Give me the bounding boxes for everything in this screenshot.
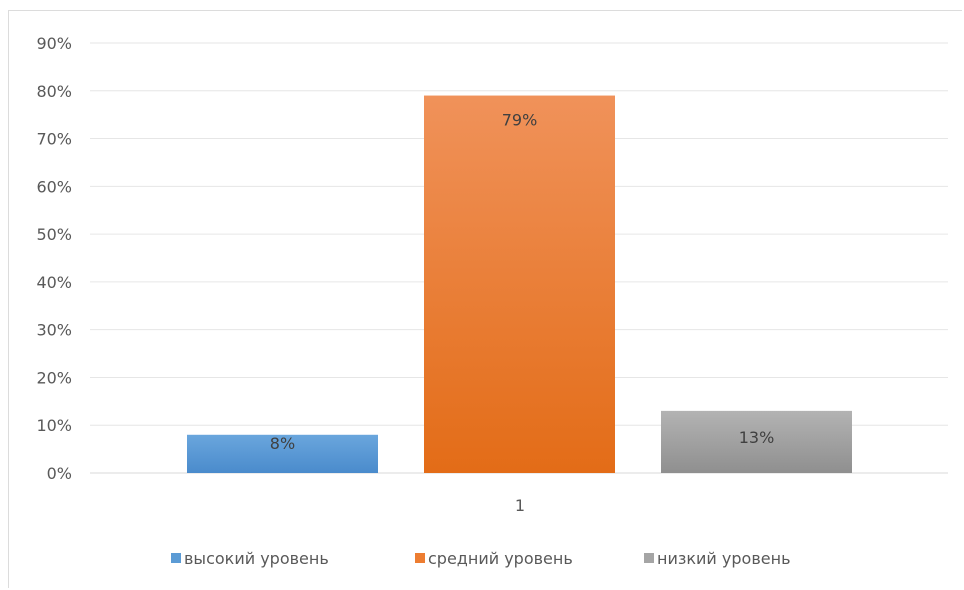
bar-1: [187, 434, 378, 473]
y-tick-label: 60%: [36, 177, 72, 196]
y-tick-label: 40%: [36, 273, 72, 292]
data-labels: 8% 79% 13%: [270, 111, 774, 453]
data-label: 79%: [502, 111, 538, 130]
legend-swatch: [171, 553, 181, 563]
x-axis-ticks: 1: [515, 496, 525, 515]
legend: высокий уровень средний уровень низкий уро…: [171, 549, 791, 568]
bar-3: [661, 410, 852, 473]
data-label: 8%: [270, 434, 295, 453]
y-tick-label: 90%: [36, 34, 72, 53]
legend-label: высокий уровень: [184, 549, 329, 568]
y-tick-label: 0%: [47, 464, 72, 483]
y-tick-label: 30%: [36, 321, 72, 340]
y-tick-label: 70%: [36, 130, 72, 149]
legend-swatch: [415, 553, 425, 563]
y-tick-label: 10%: [36, 416, 72, 435]
bars: [187, 95, 852, 474]
legend-label: средний уровень: [428, 549, 573, 568]
data-label: 13%: [739, 428, 775, 447]
legend-swatch: [644, 553, 654, 563]
bar-2: [424, 95, 615, 474]
y-axis-ticks: 0% 10% 20% 30% 40% 50% 60% 70% 80% 90%: [36, 34, 72, 483]
y-tick-label: 50%: [36, 225, 72, 244]
legend-label: низкий уровень: [657, 549, 791, 568]
y-tick-label: 20%: [36, 368, 72, 387]
x-tick-label: 1: [515, 496, 525, 515]
y-tick-label: 80%: [36, 82, 72, 101]
